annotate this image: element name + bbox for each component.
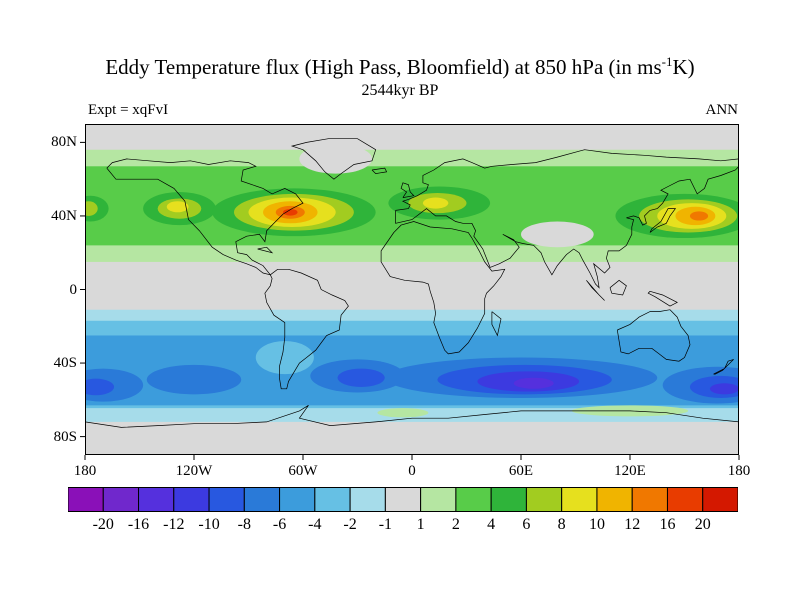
colorbar-label: 12	[624, 516, 641, 533]
colorbar-cell	[631, 487, 668, 512]
y-tick-label: 0	[69, 281, 78, 298]
x-tick-label: 180	[73, 463, 97, 479]
colorbar-cell	[173, 487, 210, 512]
y-tick-label: 80S	[53, 428, 77, 445]
contour-fill-layer	[85, 124, 739, 455]
colorbar-label: 6	[522, 516, 531, 533]
colorbar-cell	[561, 487, 598, 512]
colorbar-label: -4	[308, 516, 322, 533]
colorbar-cell	[102, 487, 140, 512]
colorbar-label: -10	[198, 516, 220, 533]
colorbar-label: 16	[659, 516, 676, 533]
colorbar-label: -1	[378, 516, 393, 533]
x-tick-label: 120W	[175, 463, 213, 479]
y-tick-label: 40N	[51, 207, 77, 224]
colorbar-cell	[349, 487, 386, 512]
colorbar-cell	[138, 487, 175, 512]
x-tick-label: 60E	[508, 463, 534, 479]
colorbar-cell	[384, 487, 422, 512]
x-tick-label: 0	[408, 463, 416, 479]
coastlines	[85, 138, 739, 428]
colorbar-cell	[208, 487, 245, 512]
colorbar-cell	[596, 487, 633, 512]
chart-title-superscript: -1	[661, 54, 673, 69]
colorbar-label: -16	[127, 516, 150, 533]
season-label: ANN	[705, 102, 739, 118]
colorbar-cell	[525, 487, 563, 512]
x-tick-label: 60W	[288, 463, 318, 479]
colorbar-label: 4	[487, 516, 496, 533]
chart-title-pre: Eddy Temperature flux (High Pass, Bloomf…	[105, 55, 662, 79]
map-svg	[80, 124, 740, 460]
colorbar-cell	[243, 487, 281, 512]
chart-title-post: K)	[672, 55, 695, 79]
colorbar-label: 2	[451, 516, 460, 533]
colorbar-cell	[702, 487, 739, 512]
map-plot	[80, 124, 740, 460]
colorbar-cell	[67, 487, 104, 512]
y-tick-label: 80N	[51, 134, 77, 151]
colorbar-cell	[279, 487, 316, 512]
colorbar-svg	[67, 487, 739, 512]
colorbar-label: 10	[588, 516, 605, 533]
colorbar-label: -8	[237, 516, 251, 533]
chart-title: Eddy Temperature flux (High Pass, Bloomf…	[0, 54, 800, 80]
colorbar-cell	[490, 487, 527, 512]
colorbar-label: -2	[343, 516, 357, 533]
map-frame	[80, 124, 740, 460]
y-tick-label: 40S	[53, 355, 77, 372]
x-tick-label: 180	[727, 463, 751, 479]
colorbar-cell	[314, 487, 351, 512]
colorbar-label: -12	[163, 516, 185, 533]
chart-subtitle: 2544kyr BP	[361, 82, 439, 99]
colorbar-label: 1	[416, 516, 425, 533]
colorbar-label: 8	[557, 516, 566, 533]
colorbar-cell	[420, 487, 457, 512]
colorbar-label: -6	[272, 516, 287, 533]
colorbar-cell	[666, 487, 704, 512]
colorbar-label: -20	[92, 516, 114, 533]
colorbar-label: 20	[694, 516, 711, 533]
colorbar	[67, 487, 739, 512]
colorbar-cell	[455, 487, 492, 512]
experiment-label: Expt = xqFvI	[88, 102, 169, 118]
x-tick-label: 120E	[614, 463, 646, 479]
